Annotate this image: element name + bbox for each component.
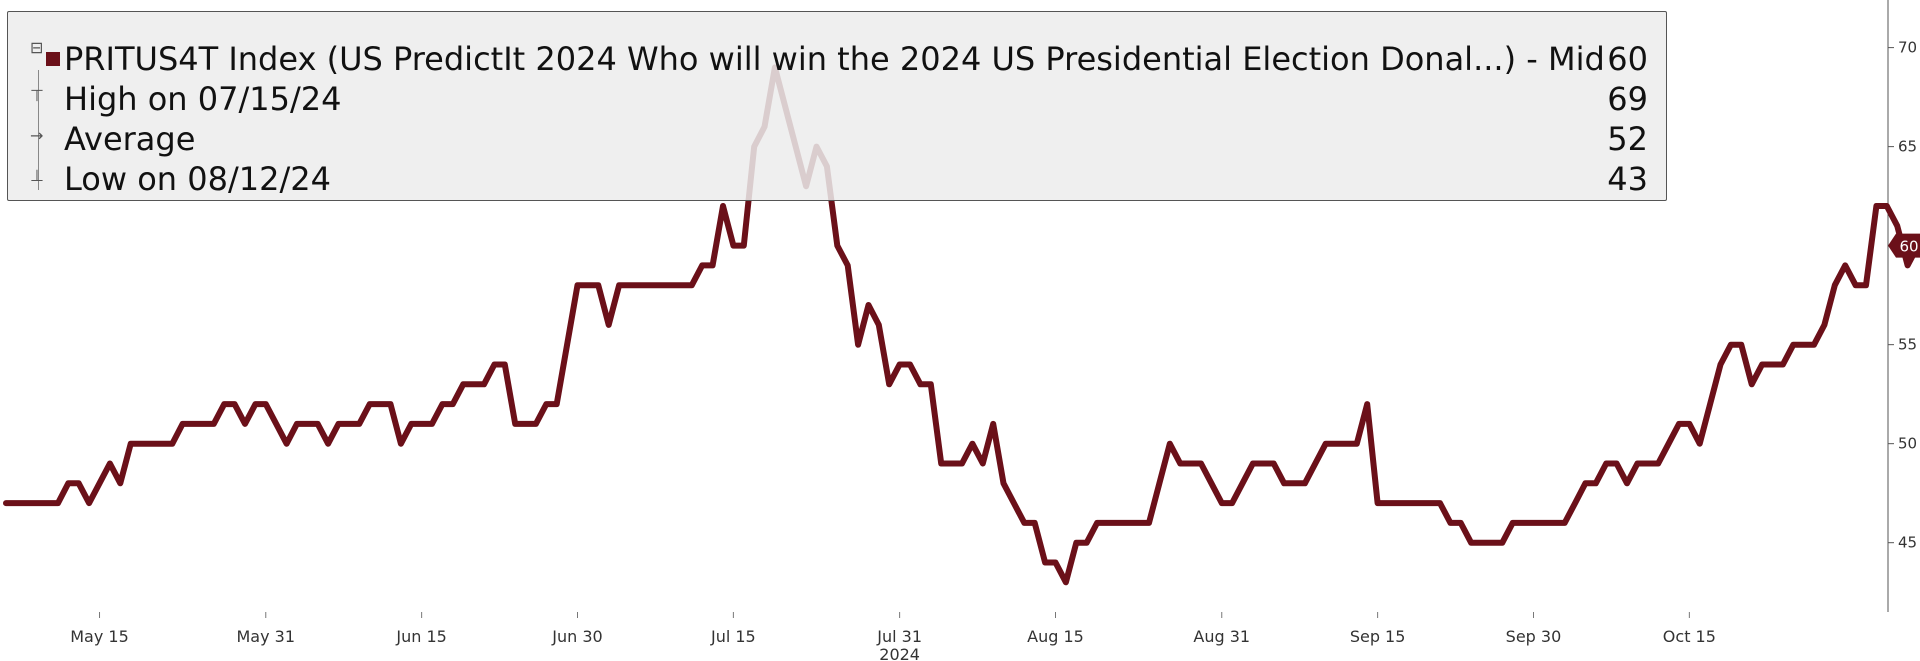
legend-box: ⊟ PRITUS4T Index (US PredictIt 2024 Who … xyxy=(7,11,1667,201)
last-value-tag xyxy=(1888,233,1920,258)
last-value-layer: 60 xyxy=(1888,233,1920,258)
x-tick-label: Jul 15 xyxy=(710,627,756,646)
x-tick-label: Jul 31 xyxy=(876,627,922,646)
y-tick-label: 50 xyxy=(1898,435,1917,453)
x-axis: May 15 May 31 Jun 15 Jun 30 Jul 15 Jul 31 Aug … xyxy=(70,612,1716,661)
series-line xyxy=(3,64,1920,586)
collapse-icon[interactable]: ⊟ xyxy=(30,38,44,57)
y-tick-label: 55 xyxy=(1898,336,1917,354)
x-tick-label: Jun 15 xyxy=(395,627,446,646)
x-tick-label: Aug 31 xyxy=(1193,627,1250,646)
y-tick-label: 65 xyxy=(1898,138,1917,156)
legend-low-label: Low on 08/12/24 xyxy=(64,160,331,198)
tree-line xyxy=(38,70,39,190)
y-tick-label: 70 xyxy=(1898,39,1917,57)
last-value-label: 60 xyxy=(1899,238,1918,256)
x-year-label: 2024 xyxy=(879,645,920,661)
x-tick-label: Aug 15 xyxy=(1027,627,1084,646)
x-tick-label: Sep 15 xyxy=(1350,627,1406,646)
legend-row-low: Low on 08/12/24 43 xyxy=(56,159,1648,199)
high-marker-icon: ⊤ xyxy=(30,86,44,105)
x-tick-label: May 15 xyxy=(70,627,129,646)
legend-low-value: 43 xyxy=(1607,160,1648,198)
legend-high-label: High on 07/15/24 xyxy=(64,80,342,118)
legend-title-value: 60 xyxy=(1607,40,1648,78)
legend-average-label: Average xyxy=(64,120,196,158)
x-tick-label: May 31 xyxy=(237,627,296,646)
legend-title-row: PRITUS4T Index (US PredictIt 2024 Who wi… xyxy=(56,39,1648,79)
series-layer xyxy=(3,64,1920,586)
low-marker-icon: ⊥ xyxy=(30,166,44,185)
legend-row-average: Average 52 xyxy=(56,119,1648,159)
x-tick-label: Oct 15 xyxy=(1663,627,1716,646)
x-tick-label: Jun 30 xyxy=(551,627,602,646)
legend-row-high: High on 07/15/24 69 xyxy=(56,79,1648,119)
legend-average-value: 52 xyxy=(1607,120,1648,158)
legend-high-value: 69 xyxy=(1607,80,1648,118)
average-marker-icon: → xyxy=(30,126,44,145)
x-tick-label: Sep 30 xyxy=(1506,627,1562,646)
legend-title: PRITUS4T Index (US PredictIt 2024 Who wi… xyxy=(64,40,1605,78)
y-tick-label: 45 xyxy=(1898,534,1917,552)
y-axis: 45 50 55 60 65 70 xyxy=(1887,0,1917,612)
series-swatch xyxy=(46,52,60,66)
